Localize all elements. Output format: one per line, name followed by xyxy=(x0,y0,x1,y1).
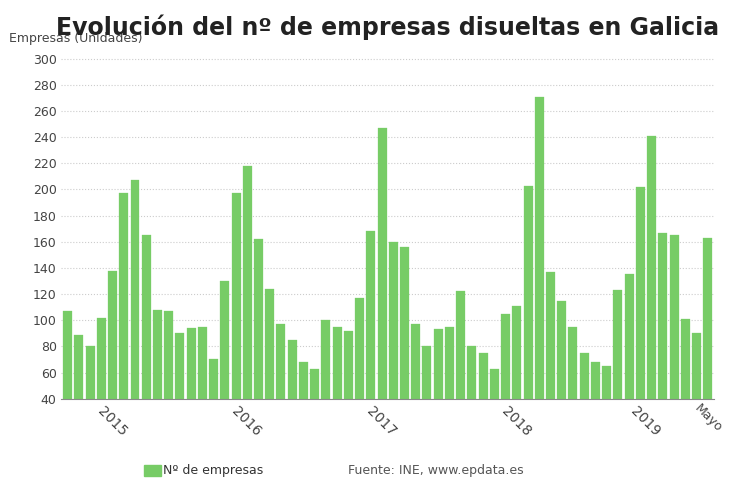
Bar xyxy=(647,136,656,451)
Bar xyxy=(579,353,589,451)
Bar xyxy=(221,281,229,451)
Bar xyxy=(209,359,218,451)
Bar xyxy=(625,274,633,451)
Bar xyxy=(445,327,454,451)
Bar xyxy=(254,239,263,451)
Bar xyxy=(546,272,555,451)
Bar xyxy=(142,235,151,451)
Bar xyxy=(659,233,667,451)
Text: Empresas (Unidades): Empresas (Unidades) xyxy=(9,32,142,45)
Bar xyxy=(288,340,297,451)
Bar xyxy=(524,186,533,451)
Bar xyxy=(388,242,398,451)
Bar xyxy=(602,366,611,451)
Bar xyxy=(186,328,195,451)
Bar xyxy=(119,194,128,451)
Bar xyxy=(63,311,72,451)
Bar xyxy=(512,306,521,451)
Bar xyxy=(97,318,106,451)
Bar xyxy=(468,346,477,451)
Bar xyxy=(568,327,577,451)
Bar xyxy=(501,314,510,451)
Bar xyxy=(333,327,342,451)
Bar xyxy=(703,238,712,451)
Bar xyxy=(232,194,240,451)
Bar xyxy=(366,232,375,451)
Bar xyxy=(243,166,252,451)
Bar xyxy=(299,362,308,451)
Bar xyxy=(613,290,622,451)
Bar xyxy=(535,97,544,451)
Bar xyxy=(636,187,645,451)
Bar xyxy=(344,331,353,451)
Bar xyxy=(355,298,364,451)
Bar xyxy=(434,329,443,451)
Bar xyxy=(456,291,465,451)
Bar xyxy=(411,324,420,451)
Bar xyxy=(490,369,499,451)
Text: Nº de empresas: Nº de empresas xyxy=(163,464,263,477)
Bar xyxy=(130,180,140,451)
Bar xyxy=(74,335,84,451)
Bar xyxy=(265,289,275,451)
Bar xyxy=(400,247,409,451)
Bar xyxy=(310,369,319,451)
Text: Fuente: INE, www.epdata.es: Fuente: INE, www.epdata.es xyxy=(348,464,523,477)
Bar xyxy=(164,311,173,451)
Bar xyxy=(321,320,330,451)
Title: Evolución del nº de empresas disueltas en Galicia: Evolución del nº de empresas disueltas e… xyxy=(56,15,719,40)
Bar xyxy=(670,235,679,451)
Bar xyxy=(277,324,286,451)
Bar xyxy=(377,128,386,451)
Bar xyxy=(591,362,600,451)
Bar xyxy=(681,319,690,451)
Bar xyxy=(479,353,488,451)
Bar xyxy=(108,270,117,451)
Text: Mayo: Mayo xyxy=(691,401,724,434)
Bar xyxy=(153,310,162,451)
Bar xyxy=(557,300,566,451)
Bar xyxy=(86,346,95,451)
Bar xyxy=(692,333,701,451)
Bar xyxy=(175,333,184,451)
Bar xyxy=(198,327,207,451)
Bar xyxy=(423,346,431,451)
